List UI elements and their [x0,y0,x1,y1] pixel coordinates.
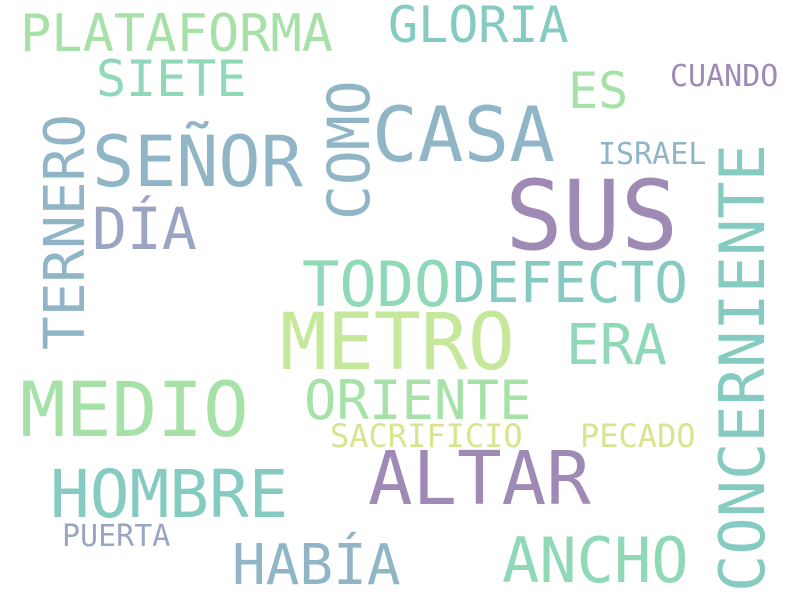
word-sacrificio: SACRIFICIO [330,417,523,455]
word-todo: TODO [302,248,452,321]
word-ternero: TERNERO [33,113,98,350]
word-habia: HABÍA [232,533,401,598]
word-ancho: ANCHO [502,524,689,597]
word-medio: MEDIO [20,365,249,454]
word-puerta: PUERTA [62,519,171,554]
word-concerniente: CONCERNIENTE [706,144,779,592]
word-hombre: HOMBRE [50,456,289,533]
word-plataforma: PLATAFORMA [20,4,334,64]
word-israel: ISRAEL [598,137,707,172]
word-cuando: CUANDO [670,59,779,94]
word-senor: SEÑOR [92,121,303,203]
word-siete: SIETE [96,50,247,108]
word-oriente: ORIENTE [304,369,532,432]
word-era: ERA [566,313,668,378]
word-pecado: PECADO [580,417,696,455]
word-defecto: DEFECTO [452,251,689,316]
word-es: ES [568,62,629,120]
word-casa: CASA [372,90,556,179]
word-como: COMO [315,80,383,220]
word-altar: ALTAR [368,436,591,522]
word-gloria: GLORIA [388,0,569,54]
word-metro: METRO [280,298,515,388]
word-dia: DÍA [92,195,197,263]
word-sus: SUS [505,160,679,272]
